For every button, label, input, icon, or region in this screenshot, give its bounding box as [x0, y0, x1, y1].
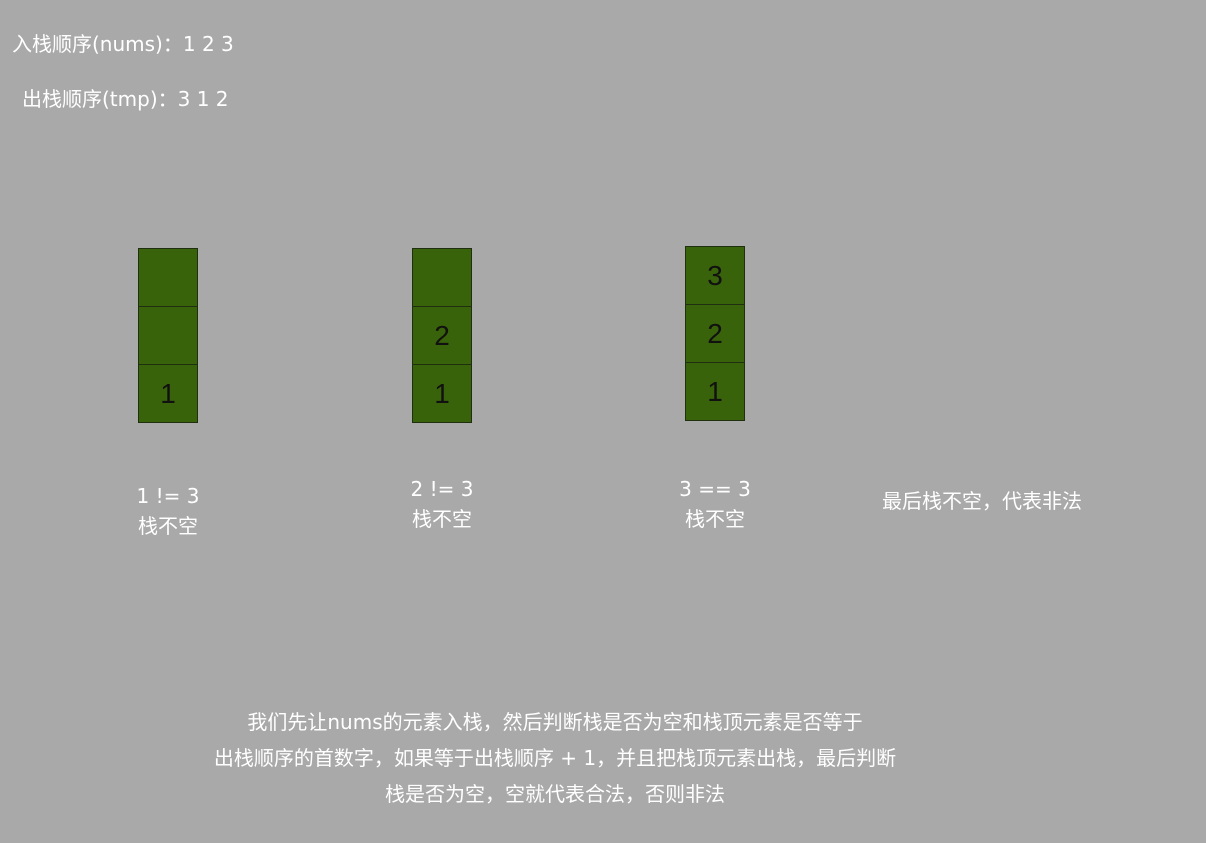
step-3-condition: 3 == 3: [679, 477, 751, 501]
step-2-status: 栈不空: [412, 507, 472, 531]
stack-cell-bottom: 1: [138, 364, 198, 423]
explanation-line-2: 出栈顺序的首数字，如果等于出栈顺序 + 1，并且把栈顶元素出栈，最后判断: [213, 746, 897, 770]
step-1-caption: 1 != 3 栈不空: [88, 481, 248, 541]
push-order-label: 入栈顺序(nums)：1 2 3: [12, 32, 234, 56]
stack-step-2: 2 1: [412, 248, 472, 423]
step-2-condition: 2 != 3: [410, 477, 474, 501]
step-3-status: 栈不空: [685, 507, 745, 531]
step-3-caption: 3 == 3 栈不空: [635, 474, 795, 534]
stack-cell-middle: 2: [412, 306, 472, 365]
final-note: 最后栈不空，代表非法: [882, 489, 1082, 513]
explanation-text: 我们先让nums的元素入栈，然后判断栈是否为空和栈顶元素是否等于 出栈顺序的首数…: [200, 704, 910, 812]
stack-cell-middle: 2: [685, 304, 745, 363]
stack-step-3: 3 2 1: [685, 246, 745, 421]
stack-cell-bottom: 1: [412, 364, 472, 423]
step-1-status: 栈不空: [138, 514, 198, 538]
stack-cell-top: [412, 248, 472, 307]
stack-cell-bottom: 1: [685, 362, 745, 421]
stack-step-1: 1: [138, 248, 198, 423]
step-1-condition: 1 != 3: [136, 484, 200, 508]
stack-cell-top: [138, 248, 198, 307]
stack-cell-top: 3: [685, 246, 745, 305]
explanation-line-3: 栈是否为空，空就代表合法，否则非法: [385, 782, 725, 806]
pop-order-label: 出栈顺序(tmp)：3 1 2: [22, 87, 229, 111]
explanation-line-1: 我们先让nums的元素入栈，然后判断栈是否为空和栈顶元素是否等于: [247, 710, 863, 734]
stack-cell-middle: [138, 306, 198, 365]
step-2-caption: 2 != 3 栈不空: [362, 474, 522, 534]
